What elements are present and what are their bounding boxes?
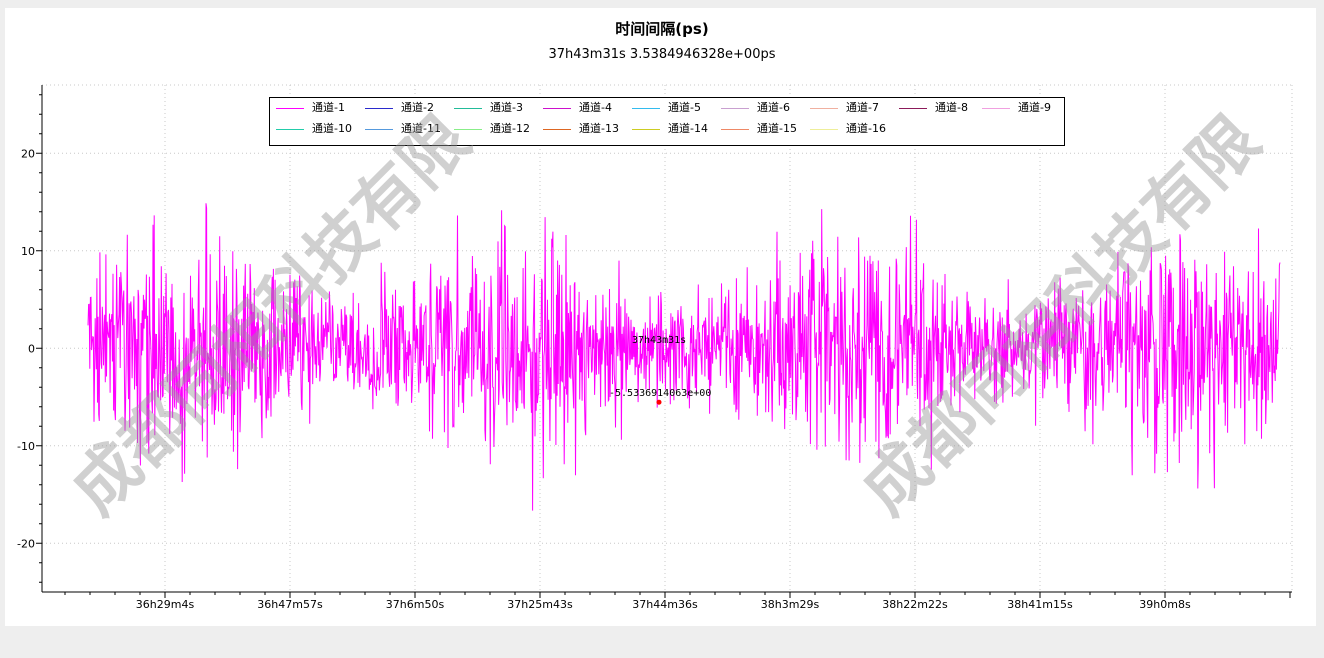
legend-item[interactable]: 通道-16 [810, 121, 886, 137]
legend-swatch [276, 107, 304, 109]
legend-item[interactable]: 通道-5 [632, 100, 701, 116]
legend-swatch [982, 107, 1010, 109]
series-channel-1 [87, 203, 1281, 511]
legend-swatch [721, 128, 749, 130]
legend-label: 通道-5 [668, 101, 701, 114]
x-tick-label: 39h0m8s [1139, 598, 1191, 611]
legend-swatch [454, 128, 482, 130]
legend-swatch [543, 107, 571, 109]
x-tick-label: 38h3m29s [761, 598, 820, 611]
y-tick-label: -10 [17, 440, 35, 453]
y-tick-label: 20 [21, 147, 35, 160]
legend-item[interactable]: 通道-3 [454, 100, 523, 116]
cursor-marker: 37h43m31s -5.5336914063e+00 [609, 335, 711, 405]
legend-item[interactable]: 通道-11 [365, 121, 441, 137]
legend-swatch [276, 128, 304, 130]
legend-label: 通道-12 [490, 122, 530, 135]
x-tick-label: 36h47m57s [257, 598, 323, 611]
series-line-1 [87, 203, 1281, 511]
legend-label: 通道-8 [935, 101, 968, 114]
x-tick-label: 37h25m43s [507, 598, 573, 611]
legend-label: 通道-2 [401, 101, 434, 114]
legend-item[interactable]: 通道-4 [543, 100, 612, 116]
legend-item[interactable]: 通道-2 [365, 100, 434, 116]
chart-subtitle: 37h43m31s 3.5384946328e+00ps [548, 47, 776, 62]
marker-value-label: -5.5336914063e+00 [609, 388, 711, 399]
legend-item[interactable]: 通道-13 [543, 121, 619, 137]
legend-label: 通道-3 [490, 101, 523, 114]
legend-item[interactable]: 通道-9 [982, 100, 1051, 116]
legend-swatch [543, 128, 571, 130]
marker-point [656, 399, 662, 405]
legend-item[interactable]: 通道-6 [721, 100, 790, 116]
legend-swatch [632, 107, 660, 109]
legend-label: 通道-13 [579, 122, 619, 135]
legend-label: 通道-16 [846, 122, 886, 135]
legend-swatch [632, 128, 660, 130]
legend-label: 通道-7 [846, 101, 879, 114]
legend-label: 通道-4 [579, 101, 612, 114]
legend-swatch [721, 107, 749, 109]
y-tick-label: 0 [28, 342, 35, 355]
grid [42, 84, 1293, 592]
legend-item[interactable]: 通道-7 [810, 100, 879, 116]
x-tick-label: 38h22m22s [882, 598, 948, 611]
legend-item[interactable]: 通道-10 [276, 121, 352, 137]
x-tick-label: 38h41m15s [1007, 598, 1073, 611]
legend-item[interactable]: 通道-14 [632, 121, 708, 137]
axes: 20 10 0 -10 -20 36h29m4s 36h47m57s 37h6m50s 37h2… [17, 85, 1292, 611]
y-tick-label: 10 [21, 245, 35, 258]
marker-time-label: 37h43m31s [632, 335, 686, 346]
y-tick-label: -20 [17, 537, 35, 550]
x-tick-label: 37h44m36s [632, 598, 698, 611]
legend: 通道-1 通道-2 通道-3 通道-4 通道-5 通道-6 通道-7 通道-8 通道-9 通道-1… [269, 97, 1065, 146]
legend-swatch [365, 107, 393, 109]
legend-swatch [810, 128, 838, 130]
chart-title: 时间间隔(ps) [615, 20, 709, 38]
legend-label: 通道-1 [312, 101, 345, 114]
legend-swatch [365, 128, 393, 130]
legend-label: 通道-11 [401, 122, 441, 135]
x-tick-label: 36h29m4s [136, 598, 195, 611]
legend-label: 通道-14 [668, 122, 708, 135]
legend-item[interactable]: 通道-1 [276, 100, 345, 116]
legend-swatch [454, 107, 482, 109]
legend-label: 通道-15 [757, 122, 797, 135]
legend-swatch [810, 107, 838, 109]
legend-label: 通道-9 [1018, 101, 1051, 114]
legend-item[interactable]: 通道-12 [454, 121, 530, 137]
legend-label: 通道-6 [757, 101, 790, 114]
legend-item[interactable]: 通道-15 [721, 121, 797, 137]
x-tick-label: 37h6m50s [386, 598, 445, 611]
legend-swatch [899, 107, 927, 109]
legend-item[interactable]: 通道-8 [899, 100, 968, 116]
legend-label: 通道-10 [312, 122, 352, 135]
